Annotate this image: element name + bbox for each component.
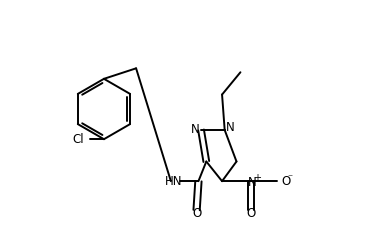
- Text: Cl: Cl: [72, 133, 84, 146]
- Text: +: +: [253, 173, 261, 183]
- Text: N: N: [191, 124, 200, 136]
- Text: N: N: [248, 176, 257, 189]
- Text: ⁻: ⁻: [287, 174, 292, 184]
- Text: O: O: [282, 175, 291, 188]
- Text: O: O: [192, 207, 201, 221]
- Text: HN: HN: [165, 175, 182, 188]
- Text: O: O: [246, 207, 255, 221]
- Text: N: N: [226, 121, 235, 134]
